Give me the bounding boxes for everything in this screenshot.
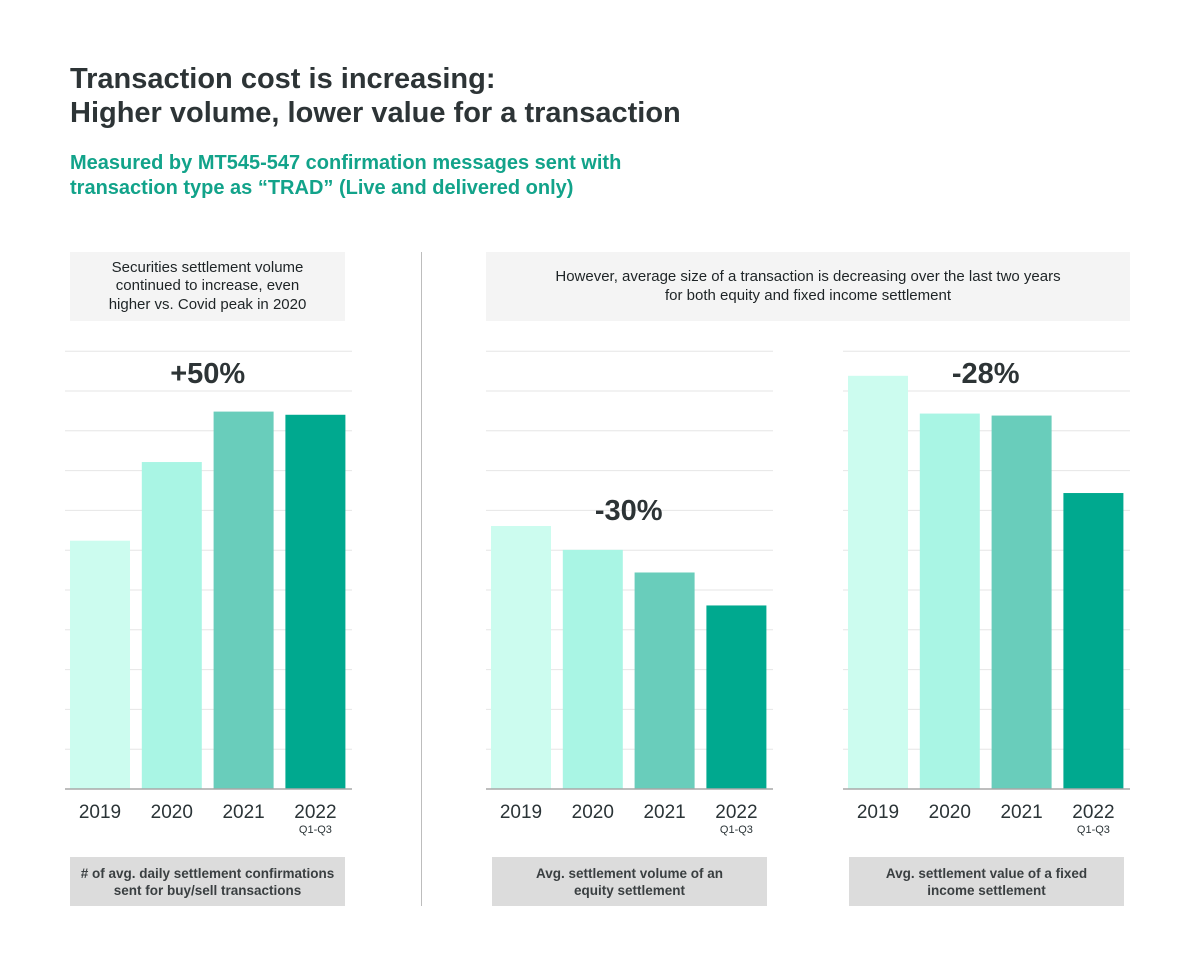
left-note-line-1: Securities settlement volume: [111, 258, 304, 276]
x-tick-label: 2020: [929, 802, 971, 823]
x-tick-sublabel: Q1-Q3: [1077, 824, 1110, 836]
bar-2022: [285, 414, 346, 789]
x-tick-label: 2021: [1000, 802, 1042, 823]
bar-2022: [706, 605, 767, 789]
right-chart-footer: Avg. settlement value of a fixed income …: [849, 857, 1124, 906]
left-footer-line-2: sent for buy/sell transactions: [113, 882, 302, 898]
title-line-1: Transaction cost is increasing:: [70, 63, 496, 95]
bar-2021: [213, 411, 274, 789]
x-tick-label: 2022: [1072, 802, 1114, 823]
percent-change-label: -28%: [952, 358, 1020, 390]
bar-2022: [1063, 493, 1124, 789]
percent-change-label: +50%: [170, 358, 245, 390]
x-tick-sublabel: Q1-Q3: [299, 824, 332, 836]
bar-2020: [141, 462, 202, 789]
panel-divider: [421, 252, 422, 906]
title-line-2: Higher volume, lower value for a transac…: [70, 97, 681, 129]
x-tick-label: 2021: [222, 802, 264, 823]
x-tick-label: 2020: [151, 802, 193, 823]
left-footer-line-1: # of avg. daily settlement confirmations: [80, 865, 335, 881]
percent-change-label: -30%: [595, 495, 663, 527]
x-tick-label: 2020: [572, 802, 614, 823]
subtitle-line-1: Measured by MT545-547 confirmation messa…: [70, 152, 622, 174]
right-footer-line-2: income settlement: [927, 882, 1046, 898]
bar-2020: [919, 413, 980, 789]
middle-footer-line-2: equity settlement: [573, 882, 686, 898]
x-tick-label: 2019: [79, 802, 121, 823]
x-tick-label: 2021: [643, 802, 685, 823]
left-chart-footer: # of avg. daily settlement confirmations…: [70, 857, 345, 906]
left-note-line-3: higher vs. Covid peak in 2020: [108, 295, 307, 313]
left-note-box: Securities settlement volume continued t…: [70, 252, 345, 321]
middle-chart-footer: Avg. settlement volume of an equity sett…: [492, 857, 767, 906]
bar-2019: [848, 375, 908, 789]
bar-2020: [562, 549, 623, 789]
subtitle-line-2: transaction type as “TRAD” (Live and del…: [70, 177, 574, 199]
page-subtitle: Measured by MT545-547 confirmation messa…: [70, 151, 870, 201]
x-tick-sublabel: Q1-Q3: [720, 824, 753, 836]
right-footer-line-1: Avg. settlement value of a fixed: [885, 865, 1088, 881]
bar-2021: [634, 572, 695, 789]
bar-2019: [491, 526, 551, 789]
right-note-line-2: for both equity and fixed income settlem…: [665, 286, 951, 304]
bar-2021: [991, 415, 1052, 789]
page-title: Transaction cost is increasing: Higher v…: [70, 62, 870, 130]
right-note-line-1: However, average size of a transaction i…: [555, 268, 1061, 285]
middle-footer-line-1: Avg. settlement volume of an: [535, 865, 724, 881]
left-note-line-2: continued to increase, even: [115, 277, 300, 295]
x-tick-label: 2019: [500, 802, 542, 823]
x-tick-label: 2022: [294, 802, 336, 823]
right-note-box: However, average size of a transaction i…: [486, 252, 1130, 321]
x-tick-label: 2019: [857, 802, 899, 823]
x-tick-label: 2022: [715, 802, 757, 823]
bar-2019: [70, 540, 130, 789]
